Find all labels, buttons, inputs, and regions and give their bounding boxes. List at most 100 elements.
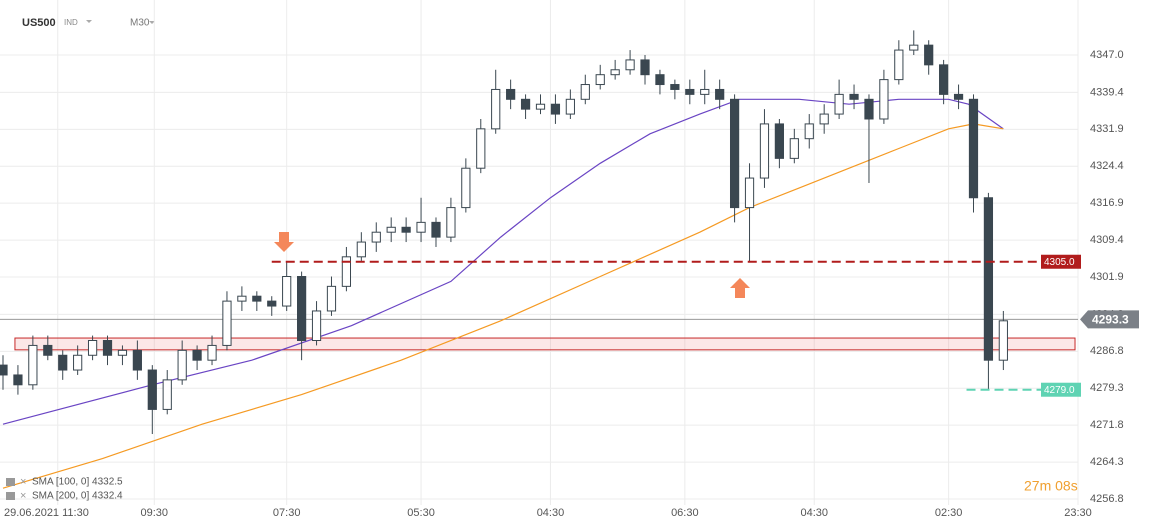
- candle-body: [640, 59, 650, 76]
- candle-body: [700, 88, 710, 95]
- candle-body: [670, 84, 680, 90]
- price-badge: [1080, 310, 1139, 329]
- candle-body: [580, 84, 590, 100]
- x-tick-label: 02:30: [935, 507, 963, 519]
- candle-body: [520, 98, 531, 110]
- x-tick-label: 06:30: [671, 507, 699, 519]
- candle-body: [983, 197, 994, 361]
- legend-entry: SMA [100, 0] 4332.5: [32, 477, 123, 488]
- candle-body: [595, 74, 605, 86]
- candle-body: [341, 256, 352, 287]
- candle-body: [401, 226, 411, 233]
- candle-body: [222, 300, 232, 346]
- up-arrow: [730, 278, 750, 298]
- y-tick-label: 4286.8: [1090, 345, 1124, 357]
- candle-body: [43, 344, 53, 356]
- legend-close: ×: [20, 476, 26, 488]
- level-badge: [1041, 254, 1081, 269]
- y-tick-label: 4264.3: [1090, 456, 1124, 468]
- candle-body: [416, 221, 426, 233]
- y-tick-label: 4279.3: [1090, 382, 1124, 394]
- candle-body: [117, 349, 128, 356]
- candle-body: [371, 231, 381, 243]
- down-arrow: [274, 232, 294, 252]
- dropdown-icon[interactable]: [149, 21, 155, 24]
- sma-line: [2, 123, 1004, 489]
- candle-body: [804, 123, 814, 140]
- x-tick-label: 05:30: [407, 507, 435, 519]
- y-tick-label: 4347.0: [1090, 49, 1124, 61]
- candle-body: [744, 177, 755, 209]
- countdown: 27m 08s: [1024, 478, 1078, 494]
- price-label: 4293.3: [1092, 313, 1129, 327]
- candle-body: [774, 123, 784, 159]
- candle-body: [565, 98, 575, 115]
- candle-body: [909, 44, 919, 51]
- candle-body: [968, 98, 979, 199]
- x-tick-label: 29.06.2021 11:30: [4, 507, 89, 519]
- candle-body: [446, 207, 456, 238]
- candle-body: [177, 349, 187, 381]
- candle-body: [431, 221, 441, 238]
- legend-close: ×: [20, 490, 26, 502]
- candle-body: [610, 69, 620, 76]
- candle-body: [13, 374, 23, 386]
- x-tick-label: 23:30: [1064, 507, 1092, 519]
- level-badge: [1041, 382, 1081, 397]
- candle-body: [789, 138, 799, 159]
- candle-body: [939, 64, 949, 95]
- symbol[interactable]: US500: [22, 17, 56, 29]
- legend-icon: [6, 478, 15, 486]
- candle-body: [625, 59, 635, 71]
- level-label: 4305.0: [1044, 257, 1075, 268]
- candle-body: [237, 295, 247, 302]
- level-label: 4279.0: [1044, 385, 1075, 396]
- x-tick-label: 04:30: [537, 507, 565, 519]
- y-tick-label: 4331.9: [1090, 123, 1124, 135]
- candle-body: [834, 93, 844, 115]
- candle-body: [252, 295, 262, 302]
- candle-body: [356, 241, 366, 258]
- legend-entry: SMA [200, 0] 4332.4: [32, 491, 123, 502]
- candle-body: [894, 49, 904, 81]
- market: IND: [64, 18, 78, 27]
- timeframe[interactable]: M30: [130, 18, 150, 29]
- candle-body: [535, 103, 546, 110]
- candle-body: [506, 88, 516, 100]
- candle-body: [132, 349, 142, 371]
- candle-body: [58, 354, 68, 371]
- candle-body: [550, 103, 561, 115]
- candle-body: [491, 88, 501, 130]
- y-tick-label: 4339.4: [1090, 86, 1124, 98]
- candle-body: [297, 276, 307, 341]
- candle-body: [759, 123, 770, 179]
- y-tick-label: 4324.4: [1090, 160, 1124, 172]
- candle-body: [28, 344, 38, 386]
- candle-body: [953, 93, 964, 100]
- y-tick-label: 4271.8: [1090, 419, 1124, 431]
- candle-body: [87, 339, 98, 356]
- candle-body: [73, 354, 83, 371]
- x-tick-label: 04:30: [800, 507, 828, 519]
- candle-body: [879, 79, 889, 120]
- candle-body: [267, 300, 277, 307]
- y-tick-label: 4316.9: [1090, 197, 1124, 209]
- legend-icon: [6, 492, 15, 500]
- y-tick-label: 4301.9: [1090, 271, 1124, 283]
- candle-body: [998, 320, 1008, 361]
- y-tick-label: 4256.8: [1090, 493, 1124, 505]
- candle-body: [729, 98, 740, 209]
- candle-body: [0, 364, 8, 376]
- candle-body: [147, 369, 157, 410]
- candle-body: [207, 344, 217, 361]
- dropdown-icon[interactable]: [86, 20, 92, 23]
- candle-body: [655, 74, 665, 86]
- candle-body: [461, 167, 471, 209]
- candle-body: [102, 339, 113, 356]
- candle-body: [849, 93, 859, 100]
- support-zone: [14, 337, 1076, 351]
- x-tick-label: 09:30: [141, 507, 169, 519]
- candle-body: [715, 88, 725, 100]
- x-tick-label: 07:30: [273, 507, 301, 519]
